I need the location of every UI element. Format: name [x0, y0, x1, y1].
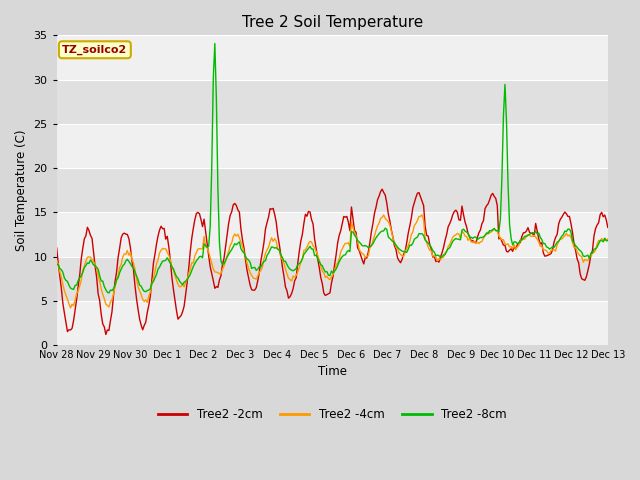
Tree2 -2cm — [102, 332, 109, 337]
Tree2 -2cm — [577, 271, 584, 277]
Tree2 -8cm — [239, 249, 246, 254]
Tree2 -4cm — [296, 265, 303, 271]
Tree2 -8cm — [220, 261, 228, 266]
Tree2 -2cm — [237, 226, 244, 232]
Tree2 -2cm — [378, 186, 386, 192]
Bar — [57, 212, 608, 256]
Tree2 -2cm — [296, 249, 303, 254]
Tree2 -8cm — [53, 261, 61, 267]
Tree2 -4cm — [246, 270, 254, 276]
Tree2 -8cm — [577, 248, 584, 253]
Line: Tree2 -4cm: Tree2 -4cm — [57, 215, 608, 308]
Line: Tree2 -8cm: Tree2 -8cm — [57, 44, 608, 293]
Tree2 -4cm — [219, 266, 227, 272]
Tree2 -4cm — [122, 252, 130, 257]
Tree2 -2cm — [53, 245, 61, 251]
Tree2 -4cm — [418, 212, 426, 218]
Tree2 -4cm — [67, 305, 74, 311]
Tree2 -8cm — [297, 259, 305, 265]
Tree2 -2cm — [604, 225, 612, 230]
Tree2 -4cm — [577, 252, 584, 258]
Bar — [57, 80, 608, 124]
Bar — [57, 301, 608, 345]
Tree2 -4cm — [53, 257, 61, 263]
Tree2 -2cm — [122, 231, 130, 237]
Line: Tree2 -2cm: Tree2 -2cm — [57, 189, 608, 335]
Y-axis label: Soil Temperature (C): Soil Temperature (C) — [15, 130, 28, 251]
Tree2 -8cm — [211, 41, 219, 47]
Tree2 -4cm — [237, 240, 244, 245]
Tree2 -2cm — [219, 262, 227, 267]
Bar — [57, 256, 608, 301]
X-axis label: Time: Time — [318, 365, 347, 378]
Bar — [57, 36, 608, 80]
Tree2 -8cm — [105, 290, 113, 296]
Title: Tree 2 Soil Temperature: Tree 2 Soil Temperature — [242, 15, 423, 30]
Bar — [57, 124, 608, 168]
Tree2 -8cm — [248, 265, 255, 271]
Tree2 -2cm — [246, 282, 254, 288]
Tree2 -8cm — [122, 258, 130, 264]
Text: TZ_soilco2: TZ_soilco2 — [62, 45, 127, 55]
Tree2 -4cm — [604, 236, 612, 242]
Legend: Tree2 -2cm, Tree2 -4cm, Tree2 -8cm: Tree2 -2cm, Tree2 -4cm, Tree2 -8cm — [153, 404, 512, 426]
Bar — [57, 168, 608, 212]
Tree2 -8cm — [604, 238, 612, 244]
